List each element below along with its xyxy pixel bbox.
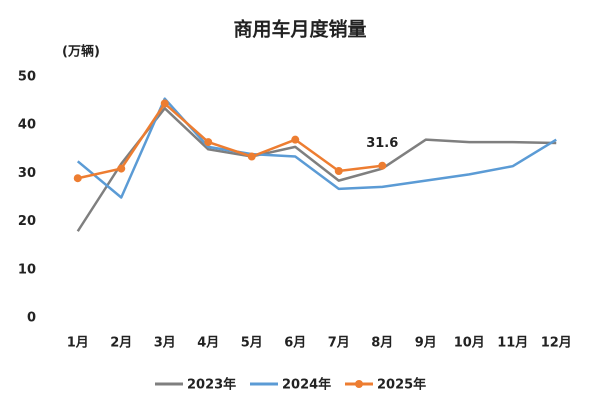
point (73, 174, 82, 183)
x-tick-label: 9月 (415, 336, 437, 351)
x-tick-label: 10月 (454, 336, 485, 351)
x-tick-label: 8月 (371, 336, 393, 351)
y-tick-label: 30 (18, 166, 36, 181)
y-tick-label: 20 (18, 214, 36, 229)
x-tick-label: 4月 (197, 336, 219, 351)
legend-marker (355, 380, 363, 388)
x-tick-label: 12月 (541, 336, 572, 351)
x-tick-label: 6月 (284, 336, 306, 351)
x-tick-label: 2月 (110, 336, 132, 351)
point (334, 166, 343, 175)
chart-title: 商用车月度销量 (233, 18, 366, 41)
x-tick-label: 5月 (241, 336, 263, 351)
x-tick-label: 1月 (67, 336, 89, 351)
x-tick-label: 7月 (328, 336, 350, 351)
y-tick-label: 40 (18, 118, 36, 133)
legend-label: 2025年 (377, 377, 426, 393)
y-tick-label: 0 (27, 311, 36, 326)
series-line (76, 97, 557, 199)
data-label: 31.6 (366, 136, 398, 151)
legend-label: 2024年 (282, 377, 331, 393)
series-line (77, 102, 383, 180)
point (117, 164, 126, 173)
legend-label: 2023年 (187, 377, 236, 393)
point (247, 152, 256, 161)
point (378, 161, 387, 170)
y-axis-label: (万辆) (62, 44, 100, 60)
point (204, 138, 213, 147)
x-tick-label: 3月 (154, 336, 176, 351)
point (160, 99, 169, 108)
y-tick-label: 10 (18, 262, 36, 277)
y-tick-label: 50 (18, 70, 36, 85)
x-tick-label: 11月 (497, 336, 528, 351)
point (291, 135, 300, 144)
